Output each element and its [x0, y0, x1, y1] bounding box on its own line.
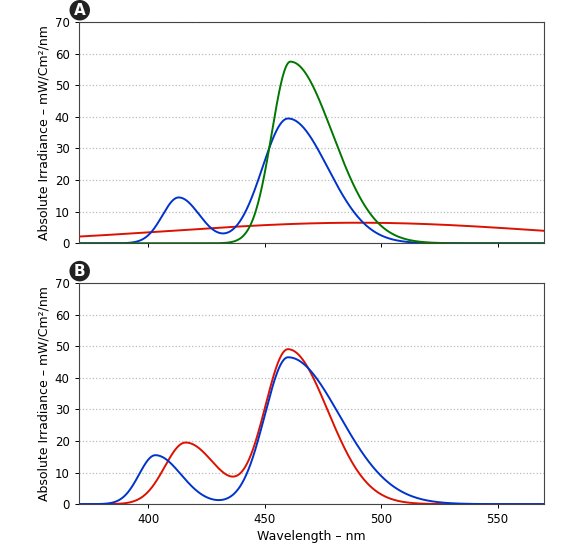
Y-axis label: Absolute Irradiance – mW/Cm²/nm: Absolute Irradiance – mW/Cm²/nm: [38, 25, 50, 240]
Text: A: A: [74, 3, 86, 18]
X-axis label: Wavelength – nm: Wavelength – nm: [257, 530, 366, 543]
Text: B: B: [74, 264, 85, 279]
Y-axis label: Absolute Irradiance – mW/Cm²/nm: Absolute Irradiance – mW/Cm²/nm: [38, 286, 50, 501]
